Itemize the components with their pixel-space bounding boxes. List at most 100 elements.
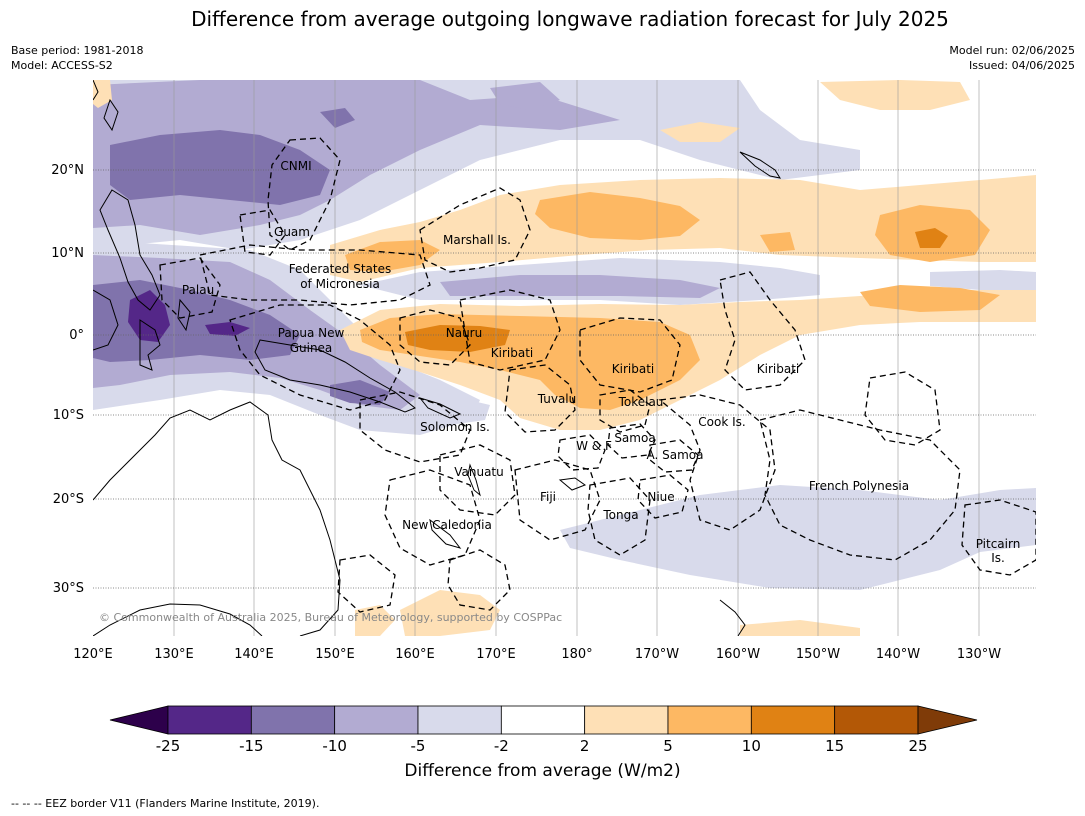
eez-tuvalu xyxy=(504,364,576,433)
label-fsm-line1: Federated States xyxy=(289,262,391,276)
eez-niue xyxy=(637,474,689,519)
eez-vanuatu xyxy=(439,444,516,516)
label-marshall: Marshall Is. xyxy=(443,233,511,247)
colorbar-segment xyxy=(417,705,502,735)
anomaly-region-mid-orange-ek xyxy=(760,232,795,252)
label-png-line1: Papua New xyxy=(278,326,345,340)
anomaly-region-light-orange-south xyxy=(400,590,500,636)
lon-label: 160°W xyxy=(716,647,760,662)
anomaly-region-deepest-purple-2 xyxy=(205,322,250,336)
coast-philippines xyxy=(99,189,161,311)
colorbar-segment xyxy=(834,705,919,735)
eez-norfolk xyxy=(447,549,511,611)
eez-lord-howe xyxy=(337,554,396,613)
label-tokelau: Tokelau xyxy=(618,395,664,409)
colorbar-tick-label: -2 xyxy=(494,737,509,755)
latitude-labels: 20°N 10°N 0° 10°S 20°S 30°S xyxy=(51,163,84,596)
eez-cook xyxy=(658,394,776,531)
lon-label: 160°E xyxy=(395,647,435,662)
colorbar-tick-label: 10 xyxy=(742,737,761,755)
anomaly-region-light-orange-nz xyxy=(740,620,860,636)
colorbar-tick-label: 5 xyxy=(663,737,673,755)
lat-label: 0° xyxy=(69,328,84,343)
lon-label: 170°W xyxy=(635,647,679,662)
colorbar-segment xyxy=(667,705,752,735)
anomaly-region-dark-purple-nw xyxy=(320,108,355,128)
coast-new-caledonia xyxy=(429,518,462,549)
anomaly-region-mid-purple-ne xyxy=(490,82,560,110)
lon-label: 140°W xyxy=(876,647,920,662)
coast-vanuatu xyxy=(467,463,481,497)
place-labels: CNMI Guam Marshall Is. Federated States … xyxy=(182,159,1020,565)
lon-label: 130°W xyxy=(957,647,1001,662)
colorbar-tick-label: 15 xyxy=(825,737,844,755)
eez-kiribati-w xyxy=(459,289,561,371)
coast-australia-south xyxy=(93,603,263,636)
coast-taiwan xyxy=(103,98,119,132)
colorbar-title: Difference from average (W/m2) xyxy=(404,761,681,781)
eez-samoa xyxy=(607,423,656,459)
meta-left: Base period: 1981-2018 Model: ACCESS-S2 xyxy=(11,43,143,73)
label-wallis-futuna: W & F xyxy=(576,439,612,453)
label-nauru: Nauru xyxy=(446,326,482,340)
eez-footnote: -- -- -- EEZ border V11 (Flanders Marine… xyxy=(11,797,320,810)
colorbar-tick-label: -25 xyxy=(156,737,181,755)
eez-fp-north xyxy=(864,371,941,446)
colorbar-tick-label: 2 xyxy=(580,737,590,755)
label-samoa: Samoa xyxy=(614,431,655,445)
anomaly-region-dark-orange-nauru xyxy=(405,325,510,352)
colorbar-segment xyxy=(584,705,669,735)
label-kiribati-central: Kiribati xyxy=(612,362,654,376)
colorbar-segment xyxy=(167,705,252,735)
eez-new-caledonia xyxy=(384,469,481,566)
copyright-notice: © Commonwealth of Australia 2025, Bureau… xyxy=(99,611,562,624)
coast-halmahera xyxy=(177,298,191,332)
label-cnmi: CNMI xyxy=(280,159,311,173)
label-tonga: Tonga xyxy=(602,508,638,522)
model-run: Model run: 02/06/2025 xyxy=(949,44,1075,57)
label-kiribati-east: Kiribati xyxy=(757,362,799,376)
coastlines xyxy=(93,80,782,636)
eez-borders xyxy=(159,137,1036,613)
label-fsm-line2: of Micronesia xyxy=(300,277,380,291)
label-png-line2: Guinea xyxy=(290,341,333,355)
lat-label: 20°S xyxy=(53,492,84,507)
label-french-polynesia: French Polynesia xyxy=(809,479,909,493)
model-name: Model: ACCESS-S2 xyxy=(11,59,113,72)
longitude-labels: 120°E 130°E 140°E 150°E 160°E 170°E 180°… xyxy=(73,647,1001,662)
label-niue: Niue xyxy=(647,490,674,504)
lat-label: 30°S xyxy=(53,581,84,596)
lon-label: 150°E xyxy=(315,647,355,662)
coast-nz xyxy=(719,599,746,636)
eez-french-polynesia xyxy=(759,409,961,561)
label-tuvalu: Tuvalu xyxy=(537,392,577,406)
anomaly-region-light-purple-south xyxy=(560,485,1036,590)
label-kiribati-west: Kiribati xyxy=(491,346,533,360)
anomaly-region-mid-orange-marshall xyxy=(535,192,700,240)
eez-asamoa xyxy=(649,439,699,473)
anomaly-field xyxy=(93,80,1036,636)
anomaly-region-dark-orange-ne xyxy=(915,228,948,248)
coast-png xyxy=(254,339,416,413)
eez-png xyxy=(229,304,401,411)
label-fiji: Fiji xyxy=(540,490,556,504)
eez-kiribati-c xyxy=(579,317,681,393)
eez-tonga xyxy=(587,477,651,556)
colorbar-segment xyxy=(750,705,836,735)
anomaly-region-mid-orange-fsm xyxy=(345,240,440,272)
lon-label: 180° xyxy=(561,647,592,662)
eez-palau xyxy=(159,257,221,319)
lon-label: 130°E xyxy=(154,647,194,662)
colorbar-tick-label: -5 xyxy=(411,737,426,755)
anomaly-region-light-orange-ne xyxy=(820,80,970,110)
meta-right: Model run: 02/06/2025 Issued: 04/06/2025 xyxy=(949,43,1075,73)
anomaly-region-light-orange-southwest xyxy=(355,605,395,636)
colorbar-tick-label: 25 xyxy=(908,737,927,755)
anomaly-region-deepest-purple-1 xyxy=(128,290,170,342)
eez-tokelau xyxy=(599,389,651,433)
eez-pitcairn xyxy=(961,499,1036,576)
anomaly-region-light-orange-w xyxy=(93,80,112,108)
map-title: Difference from average outgoing longwav… xyxy=(191,7,949,31)
coast-sulawesi xyxy=(139,319,161,371)
